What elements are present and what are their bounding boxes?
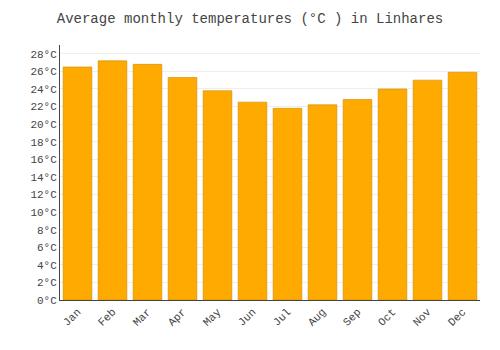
svg-text:Mar: Mar	[131, 306, 153, 328]
svg-text:Nov: Nov	[411, 306, 434, 329]
svg-text:Jan: Jan	[61, 306, 83, 328]
svg-text:Oct: Oct	[376, 306, 398, 328]
svg-text:18°C: 18°C	[30, 137, 57, 149]
svg-text:16°C: 16°C	[30, 154, 57, 166]
svg-text:14°C: 14°C	[30, 172, 57, 184]
svg-text:10°C: 10°C	[30, 207, 57, 219]
svg-text:8°C: 8°C	[37, 225, 57, 237]
svg-text:Average monthly temperatures (: Average monthly temperatures (°C ) in Li…	[57, 11, 443, 27]
svg-text:6°C: 6°C	[37, 242, 57, 254]
svg-text:May: May	[201, 306, 224, 329]
svg-text:24°C: 24°C	[30, 84, 57, 96]
svg-text:20°C: 20°C	[30, 119, 57, 131]
svg-text:Feb: Feb	[96, 306, 118, 328]
svg-text:28°C: 28°C	[30, 49, 57, 61]
svg-text:26°C: 26°C	[30, 66, 57, 78]
svg-text:Jun: Jun	[236, 306, 258, 328]
svg-text:Sep: Sep	[341, 306, 363, 328]
svg-text:2°C: 2°C	[37, 277, 57, 289]
svg-text:0°C: 0°C	[37, 295, 57, 307]
svg-text:Dec: Dec	[446, 306, 468, 328]
svg-text:12°C: 12°C	[30, 189, 57, 201]
svg-text:Jul: Jul	[271, 306, 293, 328]
svg-text:4°C: 4°C	[37, 260, 57, 272]
svg-text:22°C: 22°C	[30, 101, 57, 113]
svg-text:Apr: Apr	[166, 306, 188, 328]
svg-text:Aug: Aug	[306, 306, 328, 328]
